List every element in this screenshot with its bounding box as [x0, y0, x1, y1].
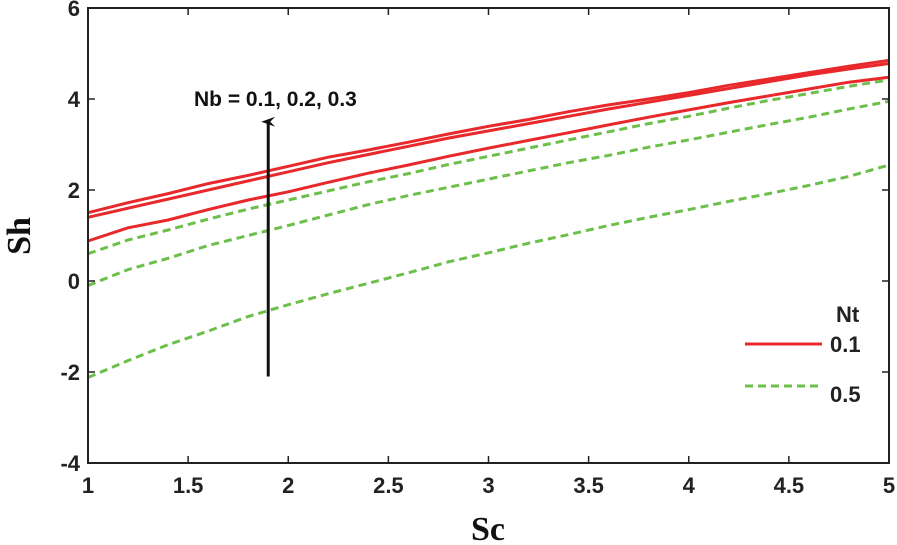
- y-tick-label: -2: [60, 360, 80, 385]
- x-tick-label: 1.5: [173, 473, 204, 498]
- y-axis-title: Sh: [1, 217, 38, 255]
- y-tick-label: -4: [60, 451, 80, 476]
- y-tick-label: 6: [68, 0, 80, 21]
- x-tick-label: 4: [683, 473, 696, 498]
- legend-title: Nt: [836, 302, 860, 327]
- x-tick-label: 3.5: [573, 473, 604, 498]
- x-tick-label: 3: [482, 473, 494, 498]
- series-line-nt-0.1-1: [87, 75, 890, 243]
- y-tick-label: 0: [68, 269, 80, 294]
- plot-area: [88, 8, 889, 463]
- y-tick-label: 4: [68, 87, 81, 112]
- legend-entry-0.1: 0.1: [830, 332, 861, 357]
- legend: Nt 0.1 0.5: [745, 302, 861, 407]
- x-axis-title: Sc: [471, 511, 505, 545]
- x-tick-label: 2: [282, 473, 294, 498]
- annotation: Nb = 0.1, 0.2, 0.3: [194, 88, 357, 377]
- series-line-nt-0.1-2: [87, 62, 890, 219]
- series-line-nt-0.5-1: [87, 163, 890, 379]
- plot-frame: [87, 7, 890, 464]
- x-tick-label: 4.5: [774, 473, 805, 498]
- x-tick-label: 1: [82, 473, 94, 498]
- annotation-text: Nb = 0.1, 0.2, 0.3: [194, 88, 357, 111]
- ticks-layer: 1 1.5 2 2.5 3 3.5 4 4.5 5 -4 -2 0 2 4 6: [60, 0, 895, 498]
- series-layer: [87, 58, 890, 379]
- x-tick-label: 2.5: [373, 473, 404, 498]
- series-line-nt-0.1-3: [87, 58, 890, 215]
- x-tick-label: 5: [883, 473, 895, 498]
- y-tick-label: 2: [68, 178, 80, 203]
- legend-entry-0.5: 0.5: [830, 382, 861, 407]
